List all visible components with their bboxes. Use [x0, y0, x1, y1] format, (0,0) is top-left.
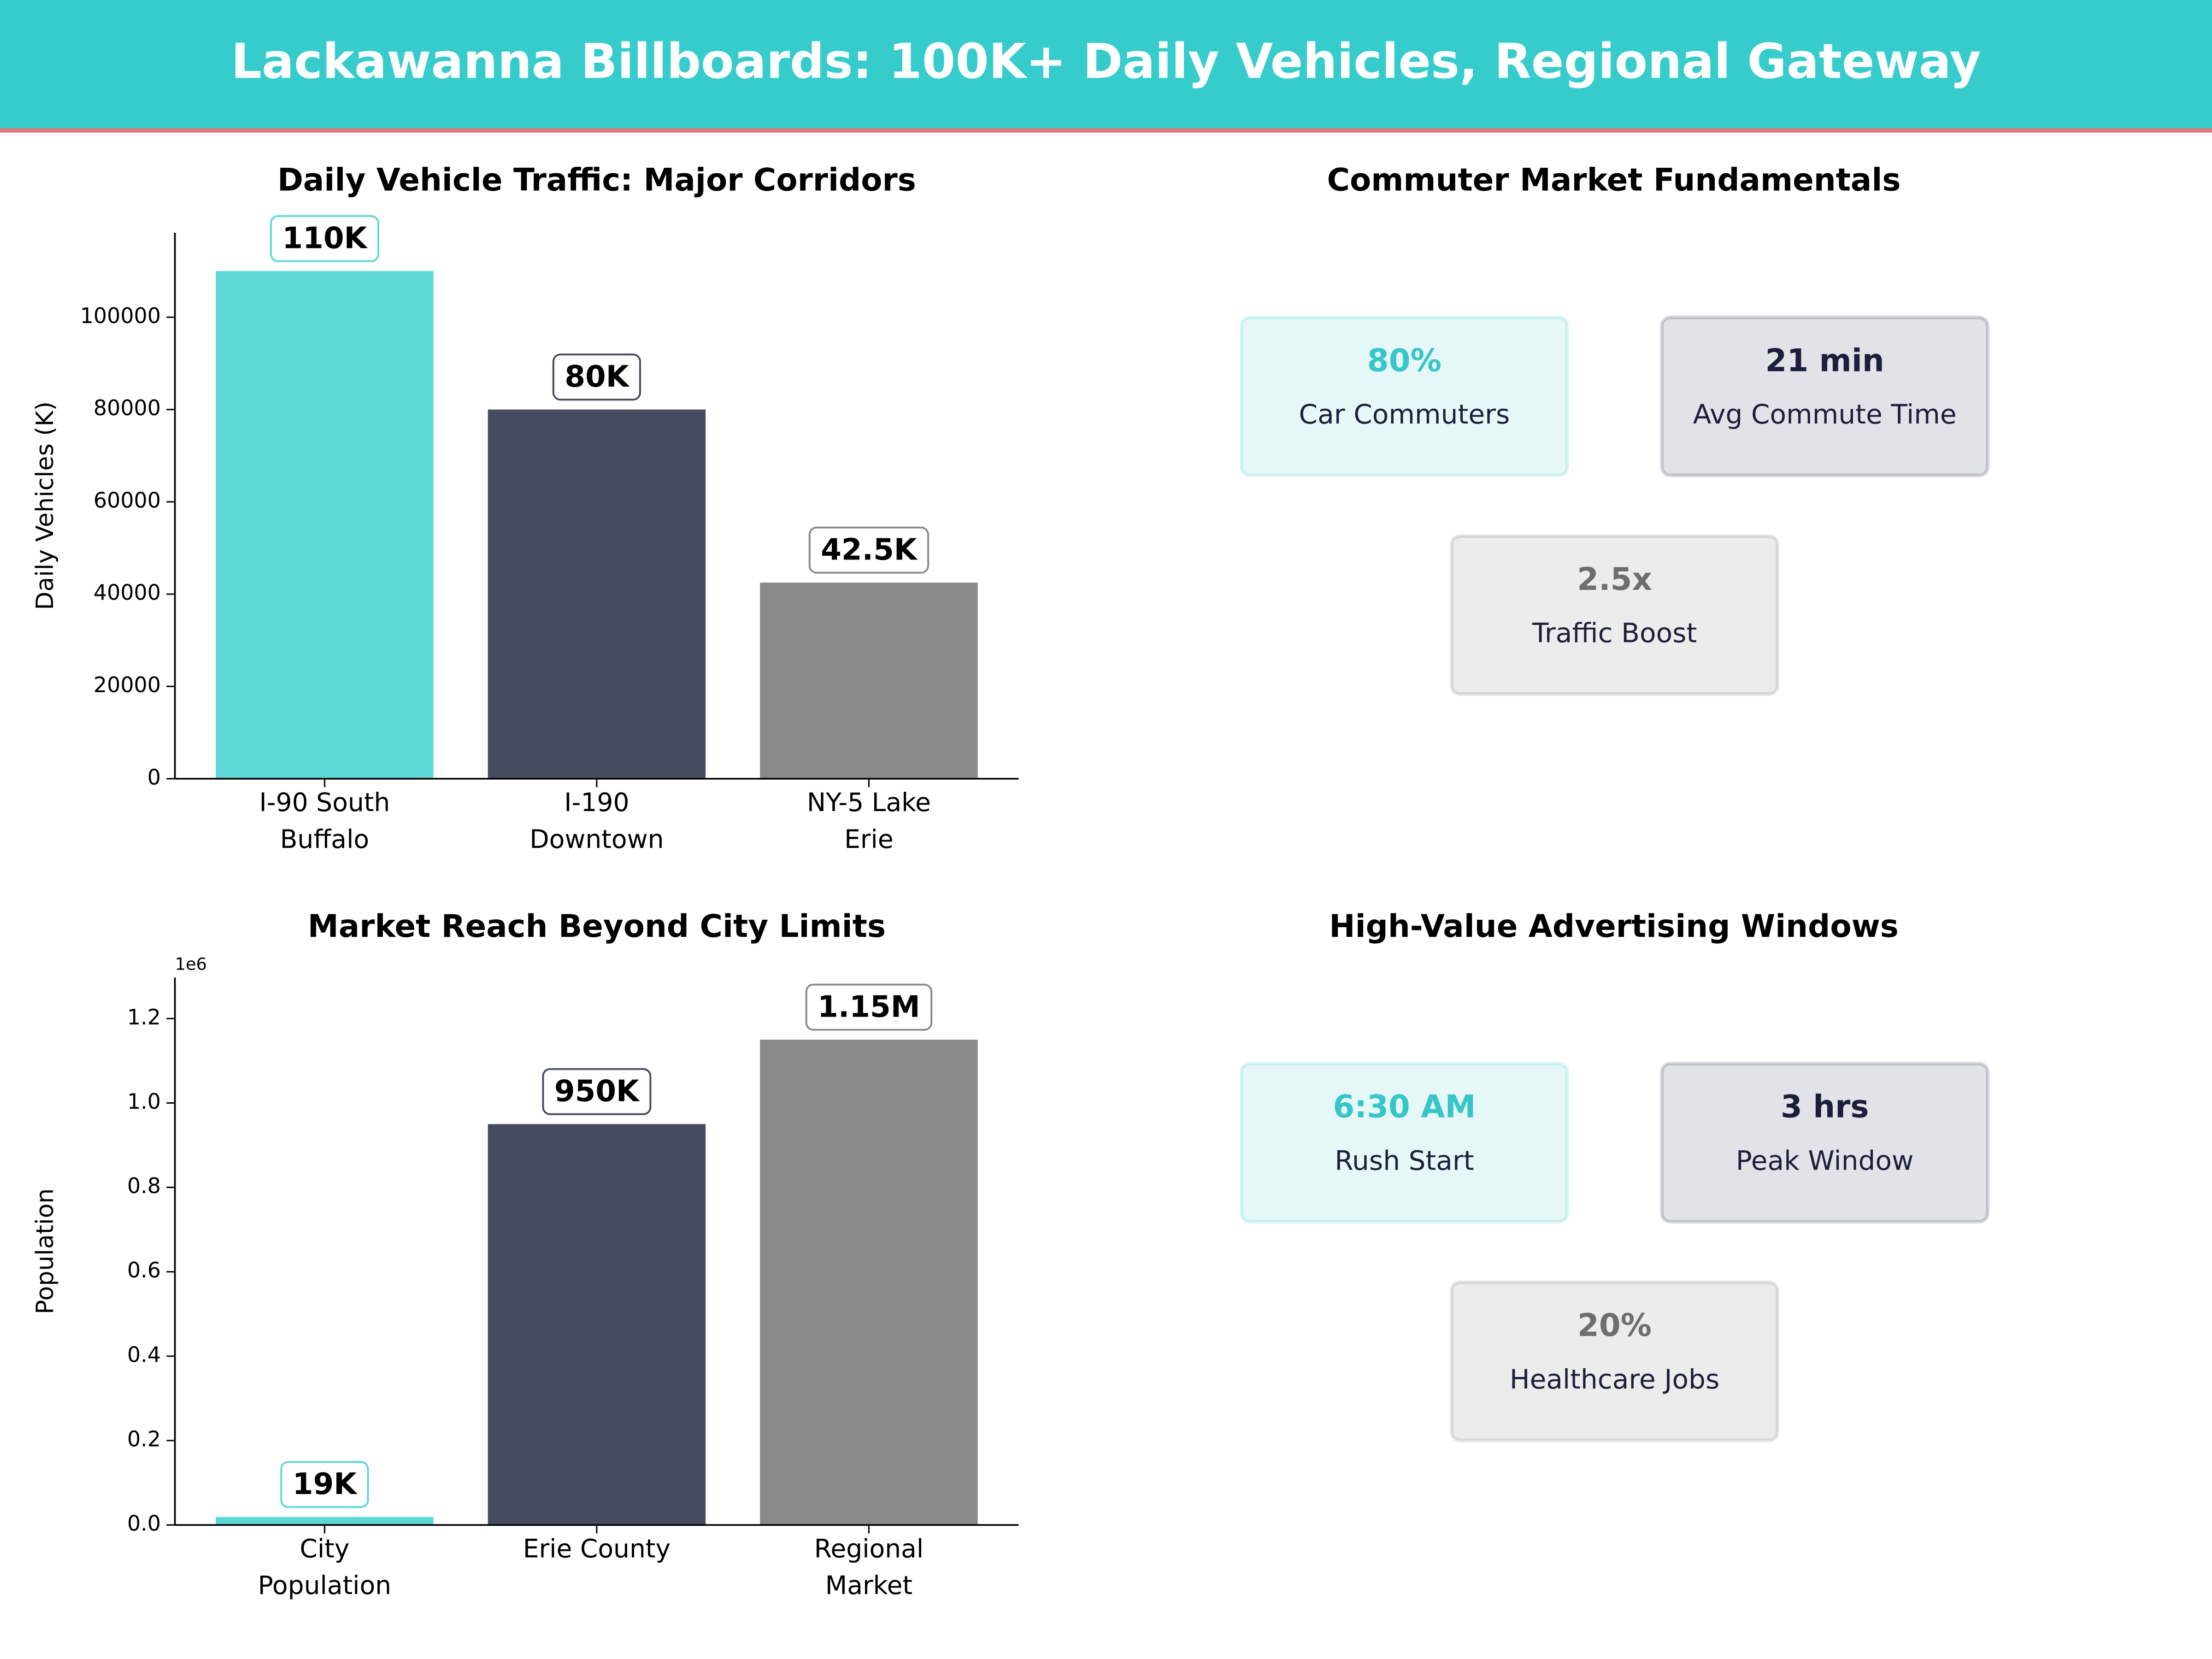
y-tick-label: 0.0 [127, 1511, 161, 1536]
y-tick-label: 1.0 [127, 1089, 161, 1114]
y-tick-label: 60000 [94, 488, 161, 512]
kpi-label: Car Commuters [1299, 399, 1510, 430]
y-axis-label: Daily Vehicles (K) [31, 401, 59, 610]
kpi-value: 21 min [1765, 342, 1884, 378]
y-axis-label: Population [31, 1188, 59, 1314]
x-tick-label: NY-5 Lake Erie [807, 788, 931, 854]
value-label: 1.15M [818, 989, 920, 1024]
y-tick-label: 0.6 [127, 1258, 161, 1282]
value-label-box [542, 1068, 652, 1115]
x-tick-label: I-90 South Buffalo [259, 788, 390, 854]
kpi-card [1240, 1062, 1569, 1224]
bar [216, 271, 434, 779]
bar [760, 582, 978, 779]
y-tick-label: 0.4 [127, 1342, 161, 1367]
kpi-value: 3 hrs [1781, 1088, 1869, 1125]
y-tick-label: 0.2 [127, 1427, 161, 1452]
header-rule [0, 128, 2212, 133]
value-label-box [552, 353, 641, 401]
y-offset-label: 1e6 [175, 954, 207, 974]
value-label: 950K [554, 1074, 640, 1108]
x-tick-label: City Population [258, 1534, 391, 1600]
kpi-label: Peak Window [1736, 1145, 1914, 1177]
value-label-box [808, 526, 930, 574]
panel-title: Commuter Market Fundamentals [1327, 161, 1901, 198]
kpi-value: 20% [1577, 1307, 1652, 1343]
chart-title: Market Reach Beyond City Limits [308, 908, 886, 944]
y-tick-label: 80000 [94, 395, 161, 420]
x-tick-label: Regional Market [814, 1534, 924, 1600]
kpi-value: 80% [1367, 342, 1441, 378]
y-tick-label: 100000 [80, 303, 161, 328]
header-bar [0, 0, 2212, 130]
kpi-label: Healthcare Jobs [1510, 1364, 1719, 1395]
y-tick-label: 40000 [94, 580, 161, 605]
bar [488, 1124, 706, 1525]
kpi-card [1450, 534, 1779, 696]
value-label: 19K [293, 1467, 358, 1501]
y-tick-label: 0 [147, 765, 161, 789]
page-title: Lackawanna Billboards: 100K+ Daily Vehic… [231, 33, 1981, 89]
y-tick-label: 20000 [94, 672, 161, 697]
kpi-label: Traffic Boost [1532, 618, 1697, 649]
value-label: 42.5K [821, 532, 918, 567]
value-label: 80K [565, 359, 629, 394]
kpi-label: Rush Start [1335, 1145, 1474, 1177]
bar [760, 1040, 978, 1525]
kpi-card [1660, 1062, 1990, 1224]
x-tick-label: I-190 Downtown [529, 788, 664, 854]
kpi-value: 6:30 AM [1333, 1088, 1476, 1125]
bar [488, 409, 706, 779]
value-label-box [805, 983, 933, 1031]
value-label: 110K [282, 221, 368, 255]
y-tick-label: 0.8 [127, 1173, 161, 1198]
chart-title: Daily Vehicle Traffic: Major Corridors [277, 161, 916, 198]
kpi-card [1240, 315, 1569, 477]
value-label-box [270, 215, 379, 262]
bar [216, 1517, 434, 1525]
panel-title: High-Value Advertising Windows [1329, 908, 1899, 944]
value-label-box [280, 1461, 369, 1508]
y-tick-label: 1.2 [127, 1005, 161, 1030]
kpi-value: 2.5x [1577, 561, 1652, 597]
kpi-card [1450, 1280, 1779, 1442]
kpi-label: Avg Commute Time [1693, 399, 1957, 430]
x-tick-label: Erie County [523, 1534, 671, 1563]
kpi-card [1660, 315, 1990, 477]
